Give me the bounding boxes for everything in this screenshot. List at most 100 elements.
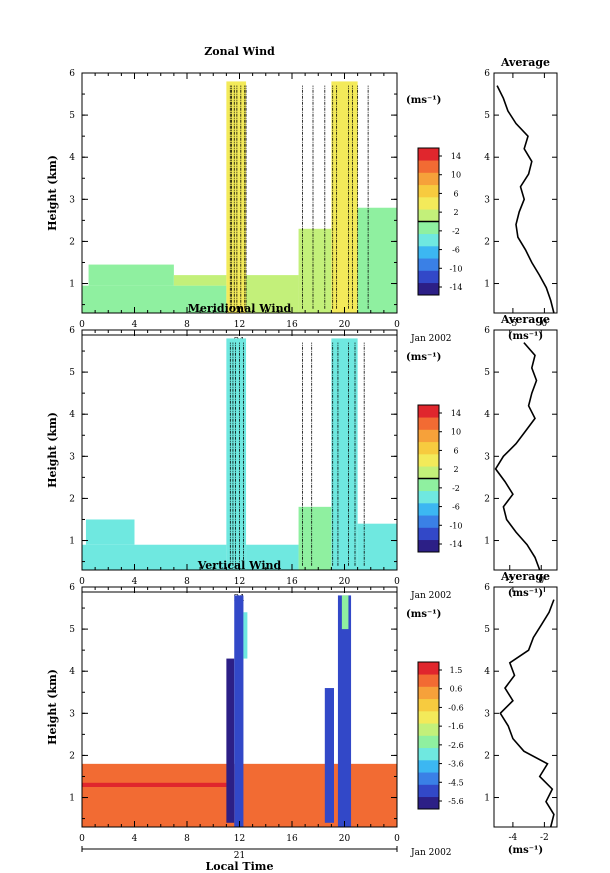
heatmap-cell	[173, 275, 227, 286]
average-y-tick-label: 4	[484, 667, 490, 677]
average-y-tick-label: 6	[484, 326, 490, 336]
colorbar-unit: (ms⁻¹)	[406, 609, 441, 620]
x-tick-label: 16	[286, 577, 298, 587]
colorbar-tick-label: 2	[453, 208, 458, 217]
colorbar-tick-label: 14	[451, 152, 461, 161]
colorbar-swatch	[418, 772, 439, 785]
heatmap-cell	[85, 519, 135, 545]
y-tick-label: 3	[69, 195, 75, 205]
heatmap-cell	[357, 523, 397, 570]
colorbar-swatch	[418, 429, 439, 443]
colorbar-tick-label: 6	[453, 446, 458, 455]
x-tick-label: 0	[394, 320, 400, 330]
colorbar-tick-label: -14	[450, 540, 463, 549]
average-y-tick-label: 4	[484, 153, 490, 163]
y-tick-label: 3	[69, 452, 75, 462]
average-y-tick-label: 1	[484, 537, 490, 547]
colorbar-swatch	[418, 160, 439, 173]
heatmap-cell	[298, 228, 332, 313]
average-frame	[493, 329, 558, 571]
colorbar-swatch	[418, 503, 439, 516]
colorbar-swatch	[418, 698, 439, 712]
colorbar-tick-label: 10	[451, 428, 461, 437]
average-x-tick-label: 0	[538, 576, 544, 586]
y-axis-label: Height (km)	[46, 412, 59, 488]
colorbar-tick-label: 14	[451, 409, 461, 418]
average-x-tick-label: -5	[509, 319, 518, 329]
x-axis-label: Local Time	[206, 860, 274, 873]
colorbar-swatch	[418, 711, 439, 724]
x-tick-label: 12	[234, 320, 245, 330]
colorbar-tick-label: -2	[452, 484, 460, 493]
colorbar-swatch	[418, 184, 439, 198]
x-tick-label: 16	[286, 320, 298, 330]
colorbar-swatch	[418, 282, 439, 296]
colorbar-tick-label: -2.6	[448, 741, 463, 750]
colorbar-swatch	[418, 478, 439, 492]
y-tick-label: 2	[69, 751, 75, 761]
x-tick-label: 20	[339, 577, 351, 587]
average-x-tick-label: -2	[540, 833, 549, 843]
x-tick-label: 4	[132, 577, 138, 587]
heatmap-cell	[246, 544, 299, 570]
colorbar-tick-label: -6	[452, 503, 460, 512]
y-tick-label: 4	[69, 667, 75, 677]
average-y-tick-label: 4	[484, 410, 490, 420]
x-tick-label: 0	[394, 577, 400, 587]
x-tick-label: 0	[394, 834, 400, 844]
colorbar-swatch	[418, 454, 439, 467]
average-title: Average	[500, 313, 550, 326]
colorbar-tick-label: 6	[453, 189, 458, 198]
date-label: Jan 2002	[410, 848, 452, 858]
colorbar-swatch	[418, 674, 439, 687]
colorbar-tick-label: -6	[452, 246, 460, 255]
average-y-tick-label: 3	[484, 452, 490, 462]
x-tick-label: 4	[132, 320, 138, 330]
heatmap-cell	[337, 595, 352, 827]
chart-title: Zonal Wind	[204, 45, 275, 58]
colorbar-tick-label: -3.6	[448, 760, 463, 769]
x-tick-label: 8	[184, 320, 190, 330]
average-y-tick-label: 6	[484, 69, 490, 79]
colorbar-swatch	[418, 148, 439, 161]
average-y-tick-label: 5	[484, 625, 490, 635]
heatmap-cell	[234, 595, 244, 827]
colorbar-swatch	[418, 686, 439, 700]
colorbar-swatch	[418, 405, 439, 418]
colorbar-swatch	[418, 796, 439, 810]
colorbar-swatch	[418, 233, 439, 247]
colorbar-swatch	[418, 760, 439, 773]
colorbar-tick-label: -10	[450, 521, 463, 530]
heatmap-cell	[82, 782, 227, 787]
average-y-tick-label: 6	[484, 583, 490, 593]
colorbar-swatch	[418, 662, 439, 675]
colorbar-tick-label: 10	[451, 171, 461, 180]
average-x-tick-label: -2	[505, 576, 514, 586]
colorbar-swatch	[418, 527, 439, 541]
y-tick-label: 5	[69, 111, 75, 121]
heatmap-cell	[331, 81, 358, 313]
y-tick-label: 1	[69, 794, 75, 804]
x-tick-label: 16	[286, 834, 298, 844]
average-unit: (ms⁻¹)	[508, 588, 543, 599]
x-tick-label: 12	[234, 834, 245, 844]
colorbar-swatch	[418, 197, 439, 210]
x-tick-label: 0	[79, 320, 85, 330]
colorbar-unit: (ms⁻¹)	[406, 352, 441, 363]
colorbar-swatch	[418, 417, 439, 430]
x-tick-label: 20	[339, 320, 351, 330]
heatmap-cell	[226, 81, 247, 313]
colorbar-swatch	[418, 209, 439, 222]
x-tick-label: 20	[339, 834, 351, 844]
heatmap-cell	[82, 544, 227, 570]
average-y-tick-label: 3	[484, 195, 490, 205]
average-y-tick-label: 3	[484, 709, 490, 719]
heatmap-cell	[246, 275, 299, 313]
average-unit: (ms⁻¹)	[508, 331, 543, 342]
heatmap-cell	[341, 595, 349, 630]
y-tick-label: 5	[69, 625, 75, 635]
y-tick-label: 1	[69, 280, 75, 290]
colorbar-swatch	[418, 221, 439, 235]
average-profile-line	[496, 85, 555, 314]
